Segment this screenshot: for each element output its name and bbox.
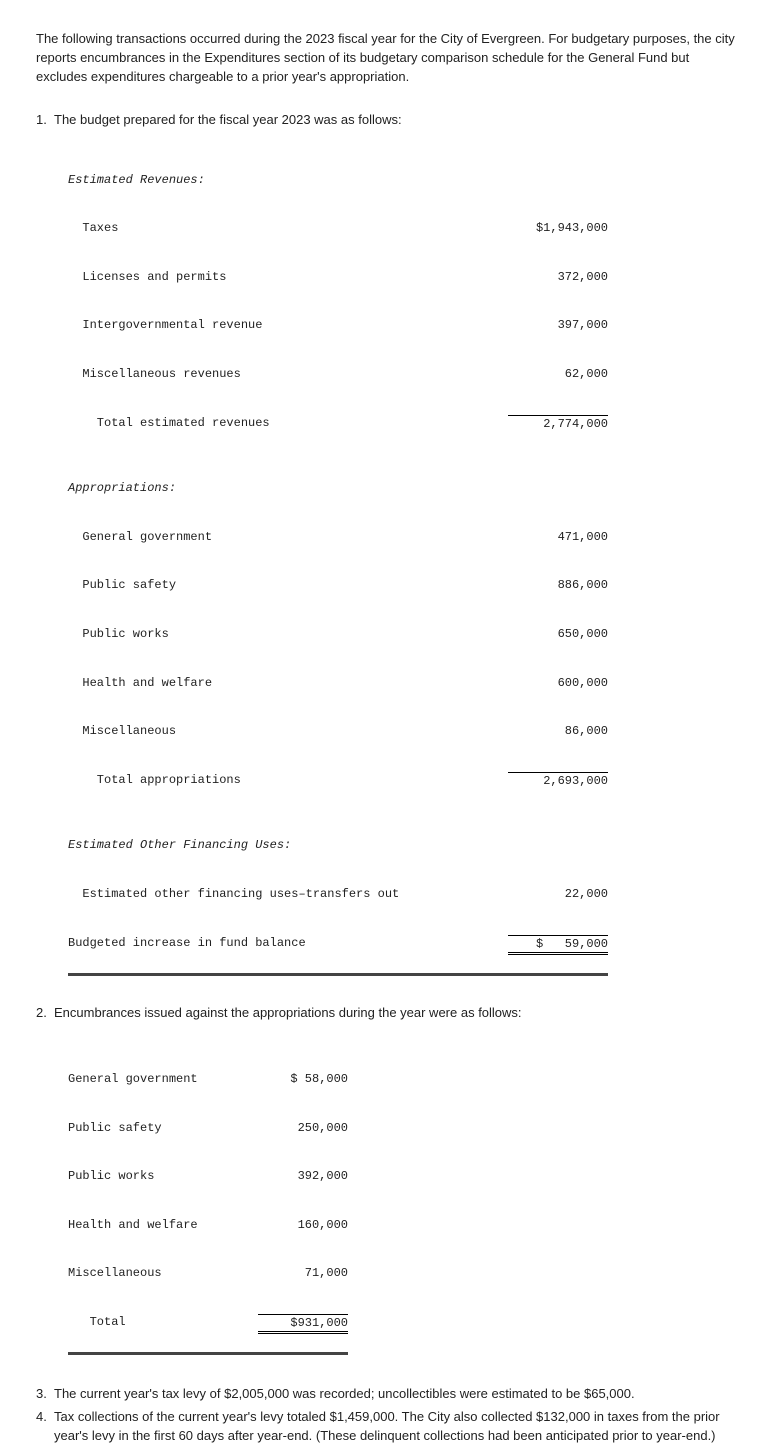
q2-number: 2. — [36, 1004, 54, 1023]
enc-amount: 250,000 — [258, 1120, 348, 1136]
app-label: General government — [68, 529, 508, 545]
app-label: Miscellaneous — [68, 723, 508, 739]
rev-amount: 397,000 — [508, 317, 608, 333]
intro-paragraph: The following transactions occurred duri… — [36, 30, 736, 87]
inc-amount: $ 59,000 — [508, 935, 608, 955]
app-amount: 886,000 — [508, 577, 608, 593]
enc-amount: $ 58,000 — [258, 1071, 348, 1087]
rev-total-amount: 2,774,000 — [508, 415, 608, 432]
app-amount: 650,000 — [508, 626, 608, 642]
app-label: Public safety — [68, 577, 508, 593]
q2-text: Encumbrances issued against the appropri… — [54, 1004, 736, 1023]
app-amount: 471,000 — [508, 529, 608, 545]
app-label: Public works — [68, 626, 508, 642]
enc-label: General government — [68, 1071, 258, 1087]
rev-label: Intergovernmental revenue — [68, 317, 508, 333]
enc-amount: 71,000 — [258, 1265, 348, 1281]
question-4: 4. Tax collections of the current year's… — [36, 1408, 736, 1444]
enc-label: Public safety — [68, 1120, 258, 1136]
enc-amount: 392,000 — [258, 1168, 348, 1184]
app-total-amount: 2,693,000 — [508, 772, 608, 789]
rev-label: Taxes — [68, 220, 508, 236]
enc-label: Miscellaneous — [68, 1265, 258, 1281]
question-3: 3. The current year's tax levy of $2,005… — [36, 1385, 736, 1404]
rev-amount: 372,000 — [508, 269, 608, 285]
app-header: Appropriations: — [68, 480, 608, 496]
ofu-header: Estimated Other Financing Uses: — [68, 837, 608, 853]
app-total-label: Total appropriations — [68, 772, 508, 789]
app-amount: 86,000 — [508, 723, 608, 739]
rev-header: Estimated Revenues: — [68, 172, 608, 188]
ofu-label: Estimated other financing uses–transfers… — [68, 886, 508, 902]
budget-table: Estimated Revenues: Taxes$1,943,000 Lice… — [68, 139, 608, 976]
inc-label: Budgeted increase in fund balance — [68, 935, 508, 955]
rev-amount: $1,943,000 — [508, 220, 608, 236]
enc-amount: 160,000 — [258, 1217, 348, 1233]
enc-label: Public works — [68, 1168, 258, 1184]
app-label: Health and welfare — [68, 675, 508, 691]
question-1: 1. The budget prepared for the fiscal ye… — [36, 111, 736, 130]
rev-total-label: Total estimated revenues — [68, 415, 508, 432]
ofu-amount: 22,000 — [508, 886, 608, 902]
q3-number: 3. — [36, 1385, 54, 1404]
encumbrance-table: General government$ 58,000 Public safety… — [68, 1039, 348, 1356]
question-2: 2. Encumbrances issued against the appro… — [36, 1004, 736, 1023]
q4-number: 4. — [36, 1408, 54, 1444]
q1-text: The budget prepared for the fiscal year … — [54, 111, 736, 130]
q3-text: The current year's tax levy of $2,005,00… — [54, 1385, 736, 1404]
enc-label: Health and welfare — [68, 1217, 258, 1233]
q1-number: 1. — [36, 111, 54, 130]
enc-total-label: Total — [68, 1314, 258, 1334]
rev-label: Miscellaneous revenues — [68, 366, 508, 382]
rev-label: Licenses and permits — [68, 269, 508, 285]
app-amount: 600,000 — [508, 675, 608, 691]
rev-amount: 62,000 — [508, 366, 608, 382]
q4-text: Tax collections of the current year's le… — [54, 1408, 736, 1444]
enc-total-amount: $931,000 — [258, 1314, 348, 1334]
